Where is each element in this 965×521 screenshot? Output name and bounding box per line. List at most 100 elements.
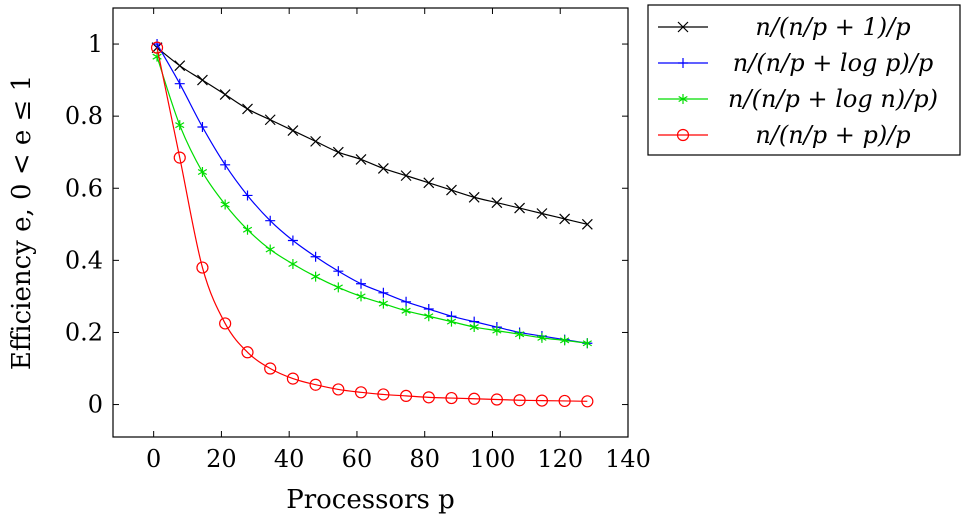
data-point (492, 325, 502, 336)
y-tick-label: 0.6 (65, 174, 103, 202)
data-point (197, 167, 208, 178)
data-point (197, 74, 208, 86)
x-tick-label: 20 (206, 445, 237, 473)
data-point (400, 170, 412, 182)
data-point (150, 41, 164, 54)
data-point (445, 391, 458, 405)
x-tick-label: 40 (274, 445, 305, 473)
y-tick-label: 0.2 (65, 318, 103, 346)
data-point (536, 208, 548, 219)
data-point (535, 394, 549, 407)
series-line (156, 56, 588, 344)
data-point (287, 235, 298, 246)
x-tick-label: 140 (605, 445, 651, 473)
data-point (355, 153, 367, 165)
x-axis-ticks: 0 20 40 60 80 100 120 140 (146, 8, 651, 473)
data-point (287, 125, 299, 136)
data-point (333, 282, 343, 293)
data-point (468, 392, 481, 405)
data-point (288, 258, 298, 269)
series-layer (150, 39, 594, 408)
x-tick-label: 80 (409, 445, 440, 473)
data-point (332, 146, 344, 158)
data-point (401, 296, 412, 307)
data-point (309, 378, 322, 391)
legend-label: n/(n/p + log n)/p) (728, 85, 938, 113)
legend-label: n/(n/p + log p)/p (733, 49, 933, 77)
data-point (219, 317, 232, 330)
data-point (265, 215, 276, 226)
data-point (310, 135, 322, 147)
x-tick-label: 60 (342, 445, 373, 473)
data-point (582, 338, 592, 349)
data-point (560, 335, 570, 346)
data-point (514, 202, 526, 214)
data-point (220, 199, 230, 210)
data-point (310, 251, 321, 262)
legend-item: n/(n/p + log p)/p (658, 49, 933, 77)
data-point (446, 316, 457, 327)
series-4 (150, 41, 594, 408)
series-1 (151, 42, 593, 230)
legend-label: n/(n/p + 1)/p (755, 13, 910, 41)
data-point (581, 395, 594, 408)
data-point (514, 329, 525, 340)
legend-item: n/(n/p + p)/p (658, 121, 911, 149)
data-point (401, 305, 411, 316)
data-point (333, 266, 344, 277)
data-point (174, 60, 186, 72)
data-point (356, 291, 366, 302)
data-point (175, 120, 185, 131)
x-tick-label: 100 (470, 445, 516, 473)
data-point (676, 128, 690, 142)
data-point (581, 218, 593, 230)
y-tick-label: 0.4 (65, 246, 103, 274)
x-tick-label: 120 (537, 445, 583, 473)
legend-item: n/(n/p + log n)/p) (658, 85, 938, 113)
data-point (559, 213, 571, 225)
data-point (422, 391, 435, 404)
data-point (491, 197, 503, 209)
y-axis-ticks: 0 0.2 0.4 0.6 0.8 1 (65, 30, 628, 419)
series-line (156, 43, 588, 344)
legend-box (647, 4, 961, 156)
data-point (354, 386, 368, 399)
data-point (264, 362, 277, 375)
x-tick-label: 0 (146, 445, 161, 473)
data-point (242, 224, 253, 235)
data-point (220, 159, 231, 170)
data-point (399, 389, 413, 403)
legend-item: n/(n/p + 1)/p (658, 13, 911, 41)
series-2 (152, 39, 593, 349)
data-point (377, 162, 389, 174)
data-point (332, 383, 345, 396)
data-point (264, 114, 276, 126)
legend: n/(n/p + 1)/p n/(n/p + log p)/p n/(n/p + l… (647, 4, 961, 156)
data-point (219, 89, 231, 100)
y-axis-title: Efficiency e, 0 < e ≤ 1 (7, 75, 37, 370)
plot-frame (112, 7, 629, 438)
legend-label: n/(n/p + p)/p (755, 121, 910, 149)
data-point (174, 78, 185, 89)
data-point (558, 394, 571, 408)
series-line (156, 47, 588, 225)
data-point (286, 372, 300, 385)
x-axis-title: Processors p (286, 485, 455, 515)
data-point (197, 121, 208, 132)
data-point (537, 332, 547, 343)
data-point (446, 184, 457, 196)
data-point (490, 393, 503, 406)
series-line (156, 47, 588, 402)
data-point (242, 190, 253, 201)
data-point (265, 244, 275, 255)
data-point (677, 21, 689, 33)
data-point (423, 177, 435, 189)
data-point (310, 271, 321, 282)
data-point (678, 94, 688, 104)
series-3 (152, 51, 592, 349)
data-point (196, 261, 209, 274)
data-point (173, 151, 186, 164)
data-point (241, 346, 254, 359)
data-point (377, 388, 390, 401)
